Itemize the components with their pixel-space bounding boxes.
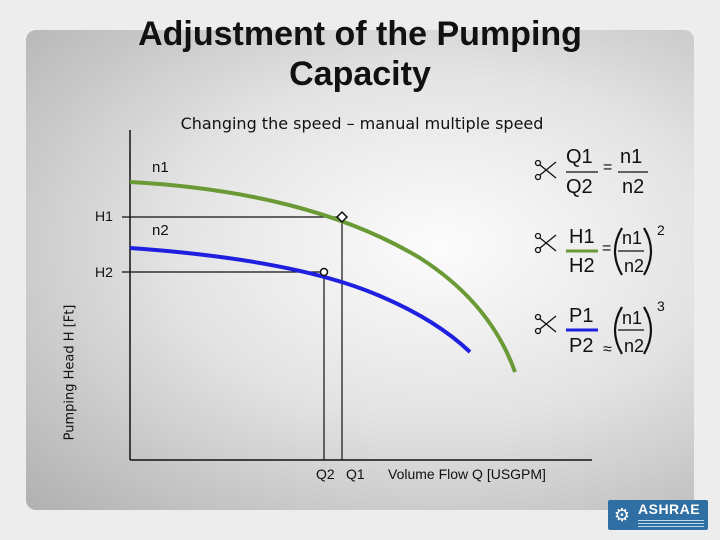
curve-label-n2: n2 xyxy=(152,222,169,239)
power-law-denominator: P2 xyxy=(569,335,594,357)
bullet-scissors-icon xyxy=(534,159,557,181)
head-law-speed-numerator: n1 xyxy=(622,228,643,248)
head-law-numerator: H1 xyxy=(569,226,595,248)
x-tick-q1: Q1 xyxy=(346,466,365,482)
x-axis-label: Volume Flow Q [USGPM] xyxy=(388,466,546,482)
bullet-scissors-icon xyxy=(534,232,557,254)
head-law-operator: = xyxy=(602,240,612,257)
flow-law-speed-numerator: n1 xyxy=(620,146,643,168)
flow-law-numerator: Q1 xyxy=(566,146,593,168)
y-axis-label: Pumping Head H [Ft] xyxy=(62,304,78,441)
power-law-numerator: P1 xyxy=(569,305,594,327)
logo-name: ASHRAE xyxy=(638,501,701,517)
gear-icon: ⚙ xyxy=(613,505,631,525)
content-panel xyxy=(26,30,694,510)
bullet-scissors-icon xyxy=(534,313,557,335)
head-law-left-paren xyxy=(613,227,623,276)
power-law-exponent: 3 xyxy=(657,298,665,314)
slide-subtitle: Changing the speed – manual multiple spe… xyxy=(180,114,544,133)
y-tick-h2: H2 xyxy=(95,264,113,280)
operating-point-n1 xyxy=(335,210,349,224)
power-law-operator: ≈ xyxy=(603,341,612,358)
x-tick-q2: Q2 xyxy=(316,466,335,482)
power-law-speed-denominator: n2 xyxy=(624,336,645,356)
y-tick-h1: H1 xyxy=(95,208,113,224)
flow-law-operator: = xyxy=(603,159,613,176)
power-law-speed-numerator: n1 xyxy=(622,308,643,328)
slide-title: Adjustment of the Pumping Capacity xyxy=(138,15,582,93)
flow-law-speed-denominator: n2 xyxy=(622,176,645,198)
head-law-denominator: H2 xyxy=(569,255,595,277)
curve-n2 xyxy=(129,246,472,354)
head-law-speed-denominator: n2 xyxy=(624,256,645,276)
power-law-left-paren xyxy=(613,306,623,355)
curve-n1 xyxy=(129,180,517,373)
ashrae-logo: ⚙ ASHRAE xyxy=(608,500,708,530)
logo-tagline-stripe xyxy=(638,519,704,527)
flow-law-denominator: Q2 xyxy=(566,176,593,198)
power-law-right-paren xyxy=(643,306,653,355)
operating-point-n2 xyxy=(319,267,329,277)
head-law-right-paren xyxy=(643,227,653,276)
curve-label-n1: n1 xyxy=(152,159,169,176)
head-law-exponent: 2 xyxy=(657,222,665,238)
